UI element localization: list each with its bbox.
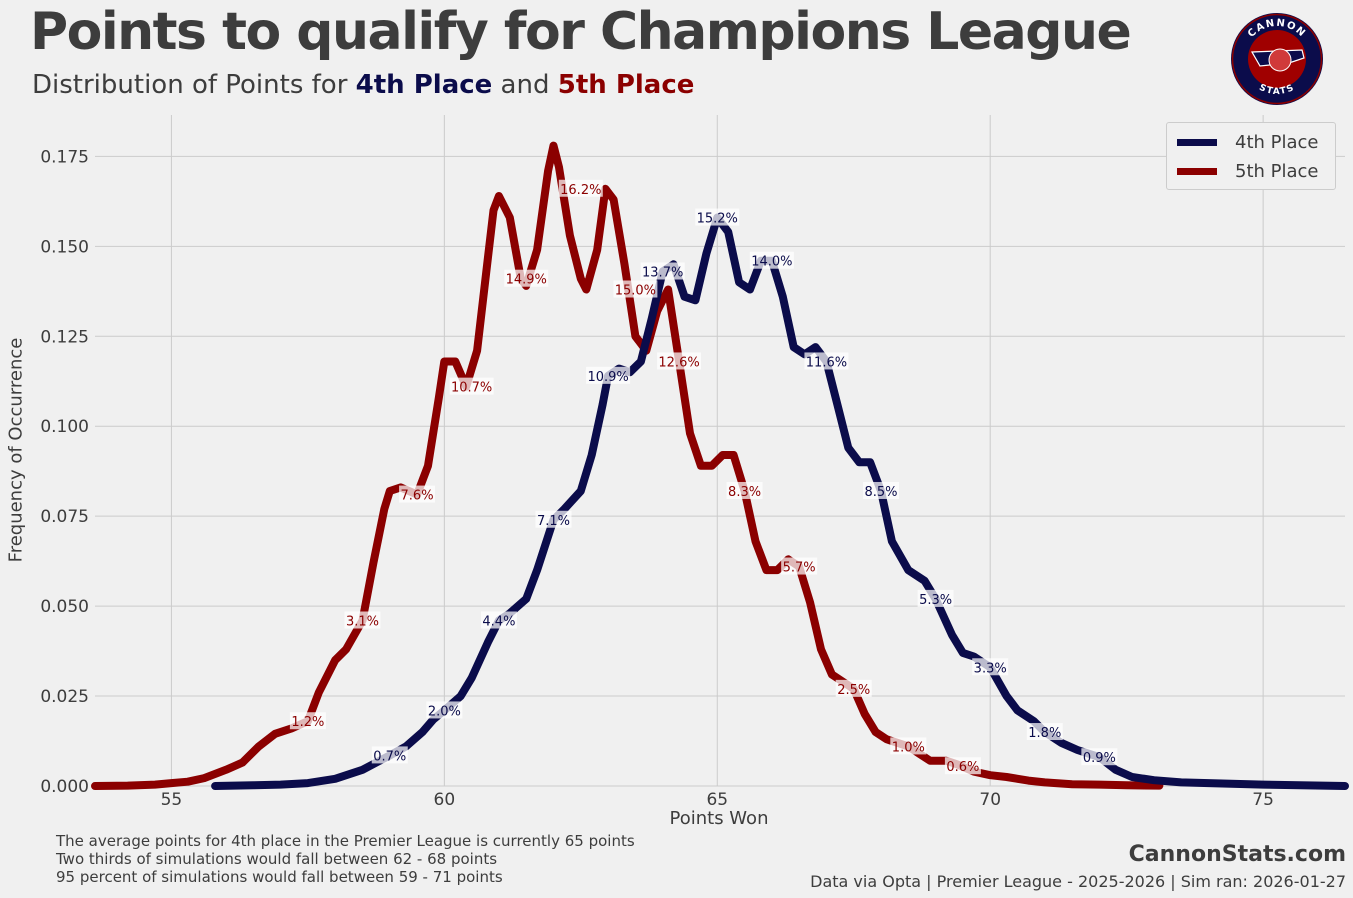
footer-note: The average points for 4th place in the …: [56, 832, 635, 850]
subtitle-prefix: Distribution of Points for: [32, 70, 356, 100]
y-tick-label: 0.000: [40, 777, 89, 797]
y-tick-label: 0.050: [40, 597, 89, 617]
annotation-background: [781, 557, 818, 575]
legend-item-4th: 4th Place: [1177, 131, 1319, 153]
x-tick-label: 55: [161, 790, 183, 810]
annotation-label: 8.3%: [728, 485, 761, 500]
annotation-background: [558, 179, 603, 197]
legend-swatch-4th: [1177, 138, 1217, 146]
annotation-background: [640, 262, 685, 280]
y-axis-label: Frequency of Occurrence: [5, 337, 27, 563]
annotation-background: [944, 757, 981, 775]
annotation-label: 10.7%: [451, 381, 492, 396]
annotation-label: 1.0%: [892, 740, 925, 755]
annotation-background: [535, 510, 572, 528]
data-source: Data via Opta | Premier League - 2025-20…: [810, 872, 1346, 891]
legend: 4th Place 5th Place: [1166, 122, 1336, 190]
annotation-background: [695, 208, 740, 226]
legend-label-4th: 4th Place: [1235, 131, 1319, 153]
annotation-background: [586, 366, 631, 384]
y-tick-label: 0.125: [40, 327, 89, 347]
annotation-background: [749, 251, 794, 269]
annotation-background: [835, 679, 872, 697]
subtitle-and: and: [492, 70, 558, 100]
annotation-background: [371, 746, 408, 764]
annotation-label: 8.5%: [865, 485, 898, 500]
annotation-label: 16.2%: [560, 183, 601, 198]
site-name: CannonStats.com: [1128, 842, 1346, 867]
annotation-background: [613, 280, 658, 298]
annotation-label: 4.4%: [482, 614, 515, 629]
chart-title: Points to qualify for Champions League: [30, 2, 1132, 62]
annotation-background: [480, 611, 517, 629]
annotation-label: 1.8%: [1028, 726, 1061, 741]
annotation-label: 0.7%: [373, 749, 406, 764]
annotation-background: [504, 269, 549, 287]
annotation-label: 7.1%: [537, 514, 570, 529]
annotation-background: [863, 481, 900, 499]
annotation-label: 11.6%: [806, 355, 847, 370]
annotation-background: [399, 485, 436, 503]
footer-note: Two thirds of simulations would fall bet…: [56, 850, 498, 868]
annotation-label: 0.9%: [1083, 751, 1116, 766]
annotation-background: [344, 611, 381, 629]
footer-note: 95 percent of simulations would fall bet…: [56, 868, 503, 886]
annotation-background: [289, 712, 326, 730]
annotation-label: 3.3%: [974, 661, 1007, 676]
chart-subtitle: Distribution of Points for 4th Place and…: [32, 70, 694, 100]
x-tick-label: 60: [434, 790, 456, 810]
y-tick-label: 0.150: [40, 237, 89, 257]
annotation-background: [449, 377, 494, 395]
annotation-background: [657, 352, 702, 370]
footer-notes: The average points for 4th place in the …: [56, 832, 635, 886]
series-line-4th-place: [211, 213, 1349, 790]
x-tick-label: 70: [979, 790, 1001, 810]
x-tick-label: 75: [1252, 790, 1274, 810]
annotation-label: 14.9%: [506, 273, 547, 288]
svg-text:STATS: STATS: [1257, 83, 1296, 97]
annotation-label: 12.6%: [658, 355, 699, 370]
y-tick-label: 0.025: [40, 687, 89, 707]
annotation-background: [890, 737, 927, 755]
subtitle-4th-place: 4th Place: [355, 70, 493, 100]
annotation-label: 15.0%: [615, 283, 656, 298]
x-tick-label: 65: [706, 790, 728, 810]
legend-swatch-5th: [1177, 167, 1217, 175]
legend-label-5th: 5th Place: [1235, 160, 1319, 182]
annotation-background: [726, 481, 763, 499]
annotation-background: [917, 589, 954, 607]
annotation-label: 1.2%: [291, 715, 324, 730]
annotation-label: 5.7%: [783, 561, 816, 576]
cannon-stats-logo: CANNON STATS: [1231, 13, 1323, 105]
y-tick-label: 0.100: [40, 417, 89, 437]
annotation-label: 2.0%: [428, 704, 461, 719]
legend-item-5th: 5th Place: [1177, 160, 1319, 182]
annotation-background: [1081, 748, 1118, 766]
x-axis-label: Points Won: [669, 808, 769, 829]
annotation-background: [1026, 723, 1063, 741]
logo-bottom-text: STATS: [1257, 83, 1295, 97]
annotation-label: 15.2%: [697, 212, 738, 227]
annotation-background: [972, 658, 1009, 676]
annotation-label: 2.5%: [837, 683, 870, 698]
annotation-label: 10.9%: [587, 370, 628, 385]
annotation-label: 7.6%: [401, 489, 434, 504]
annotation-label: 13.7%: [642, 266, 683, 281]
y-tick-label: 0.175: [40, 147, 89, 167]
y-tick-label: 0.075: [40, 507, 89, 527]
annotation-label: 5.3%: [919, 593, 952, 608]
annotation-background: [804, 352, 849, 370]
annotation-label: 0.6%: [946, 760, 979, 775]
annotation-background: [426, 701, 463, 719]
subtitle-5th-place: 5th Place: [557, 70, 695, 100]
annotation-label: 14.0%: [751, 255, 792, 270]
annotation-label: 3.1%: [346, 614, 379, 629]
